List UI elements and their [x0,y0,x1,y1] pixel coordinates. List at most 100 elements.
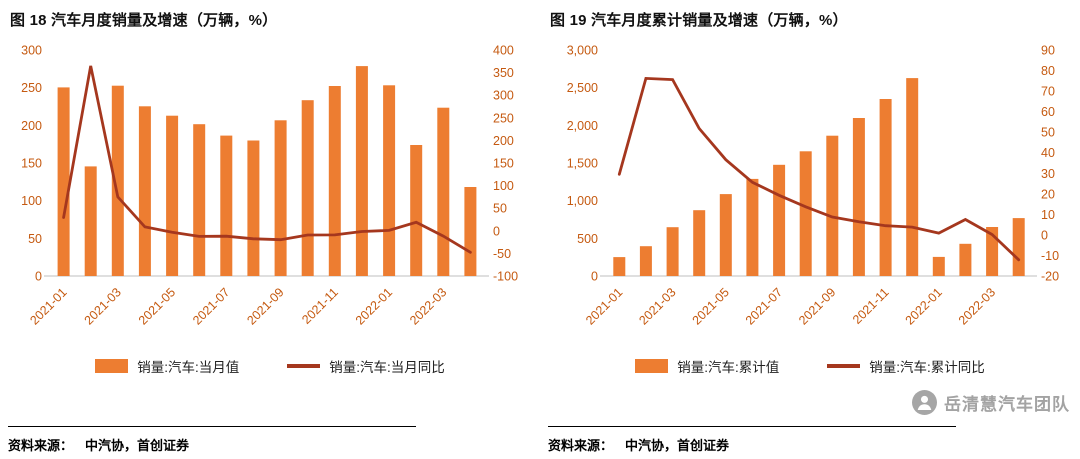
svg-text:400: 400 [493,44,514,58]
chart-18-plot: 0 50 100 150 200 250 300 -100 -50 0 50 100 150 200 250… [21,44,518,328]
svg-text:100: 100 [21,194,42,208]
svg-text:250: 250 [493,111,514,125]
svg-text:2021-05: 2021-05 [690,285,732,327]
bar [193,124,206,276]
svg-text:2021-11: 2021-11 [850,285,892,327]
bar [274,120,287,276]
bar [879,99,892,276]
svg-text:30: 30 [1041,167,1055,181]
source-label: 资料来源： [548,438,614,453]
svg-text:250: 250 [21,81,42,95]
bar [220,135,233,276]
bar [464,187,477,276]
svg-text:2021-11: 2021-11 [299,285,341,327]
bar [906,78,919,276]
svg-text:2022-01: 2022-01 [353,285,395,327]
bar [773,164,786,276]
bar [959,243,972,276]
line-legend-label: 销量:汽车:当月同比 [329,360,445,375]
svg-text:300: 300 [21,44,42,58]
trend-line [617,76,1021,262]
svg-text:200: 200 [493,134,514,148]
legend-item-bar: 销量:汽车:累计值 [635,356,779,376]
bar [111,85,124,276]
bar-legend-label: 销量:汽车:累计值 [677,360,780,375]
svg-text:100: 100 [493,179,514,193]
svg-text:80: 80 [1041,64,1055,78]
bars [57,66,477,277]
svg-text:20: 20 [1041,187,1055,201]
bar [328,86,341,276]
svg-text:50: 50 [1041,126,1055,140]
bar [166,115,179,276]
svg-text:2021-01: 2021-01 [583,285,625,327]
bar [693,210,706,276]
x-axis-labels: 2021-01 2021-03 2021-05 2021-07 2021-09 2021-… [583,285,998,327]
bar [383,85,396,276]
svg-text:2022-01: 2022-01 [903,285,945,327]
svg-text:200: 200 [21,119,42,133]
bar [852,118,865,276]
source-label: 资料来源： [8,438,74,453]
svg-text:2,000: 2,000 [567,119,598,133]
source-text: 中汽协，首创证券 [85,438,190,453]
legend-item-line: 销量:汽车:累计同比 [827,356,985,376]
legend-item-line: 销量:汽车:当月同比 [287,356,445,376]
bar-legend-swatch [95,359,129,373]
svg-text:150: 150 [493,157,514,171]
bars [613,78,1025,276]
svg-text:300: 300 [493,89,514,103]
bar [799,151,812,276]
svg-text:-100: -100 [493,270,518,284]
left-axis-labels: 0 500 1,000 1,500 2,000 2,500 3,000 [567,44,598,284]
bar [247,140,260,276]
svg-text:-50: -50 [493,247,511,261]
svg-text:2021-09: 2021-09 [796,285,838,327]
chart-19-title: 图 19 汽车月度累计销量及增速（万辆，%） [550,12,848,29]
bar [138,106,151,276]
svg-text:0: 0 [591,270,598,284]
left-axis-labels: 0 50 100 150 200 250 300 [21,44,42,284]
svg-text:0: 0 [1041,228,1048,242]
svg-text:2022-03: 2022-03 [407,285,449,327]
right-axis-labels: -100 -50 0 50 100 150 200 250 300 350 400 [493,44,518,284]
line-legend-swatch [287,364,321,368]
line-legend-swatch [827,364,861,368]
svg-text:2021-09: 2021-09 [244,285,286,327]
svg-text:50: 50 [28,232,42,246]
chart-18-title: 图 18 汽车月度销量及增速（万辆，%） [10,12,278,29]
right-axis-labels: -20 -10 0 10 20 30 40 50 60 70 80 90 [1041,44,1059,284]
svg-text:-10: -10 [1041,249,1059,263]
svg-text:70: 70 [1041,85,1055,99]
svg-text:350: 350 [493,66,514,80]
svg-text:2021-07: 2021-07 [190,285,232,327]
bar [932,256,945,276]
bar [84,166,97,276]
source-text: 中汽协，首创证券 [625,438,730,453]
x-axis-labels: 2021-01 2021-03 2021-05 2021-07 2021-09 2021-… [27,285,449,327]
svg-text:60: 60 [1041,105,1055,119]
svg-text:40: 40 [1041,146,1055,160]
svg-text:50: 50 [493,202,507,216]
svg-text:0: 0 [493,224,500,238]
bar [826,135,839,276]
svg-text:-20: -20 [1041,270,1059,284]
svg-text:0: 0 [35,270,42,284]
svg-text:1,000: 1,000 [567,194,598,208]
chart-19-plot: 0 500 1,000 1,500 2,000 2,500 3,000 -20 -10 0 10 20… [567,44,1059,328]
chart-panel-18: 图 18 汽车月度销量及增速（万辆，%） 0 50 100 150 200 250 300-… [0,12,540,454]
bar [613,257,626,276]
svg-text:2021-05: 2021-05 [136,285,178,327]
watermark: 岳清慧汽车团队 [912,390,1070,415]
wechat-account-logo-icon [912,390,937,415]
bar [1012,218,1025,276]
bar [639,246,652,276]
chart-18-legend: 销量:汽车:当月值 销量:汽车:当月同比 [0,356,540,376]
line-legend-label: 销量:汽车:累计同比 [869,360,985,375]
svg-text:1,500: 1,500 [567,157,598,171]
source-note: 资料来源： 中汽协，首创证券 [8,426,416,454]
bar [746,178,759,276]
svg-text:3,000: 3,000 [567,44,598,58]
svg-text:2022-03: 2022-03 [956,285,998,327]
